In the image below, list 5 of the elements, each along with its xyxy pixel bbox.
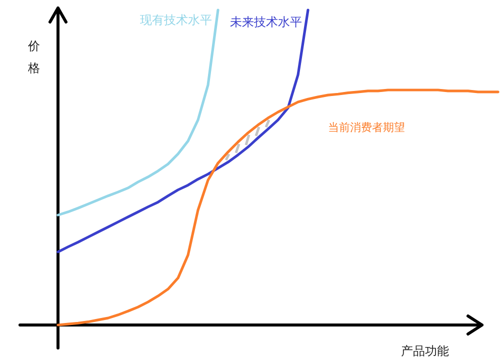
x-axis-title: 产品功能 (401, 344, 449, 358)
y-axis-title: 价格 (27, 39, 40, 75)
series-label: 现有技术水平 (140, 13, 212, 27)
text: 当前消费者期望 (328, 121, 405, 134)
series-label: 未来技术水平 (230, 15, 302, 29)
